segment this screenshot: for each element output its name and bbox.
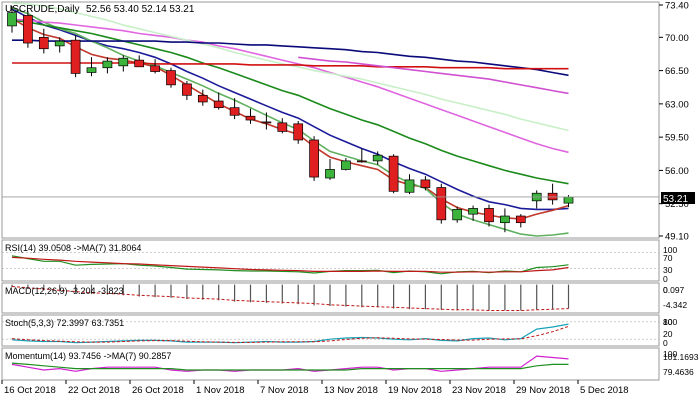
main-chart-frame <box>1 1 660 239</box>
x-tick-label: 19 Nov 2018 <box>388 385 442 396</box>
stoch-line <box>11 325 569 343</box>
candle-body <box>484 208 494 223</box>
x-tick-label: 29 Nov 2018 <box>516 385 570 396</box>
x-tick-label: 22 Oct 2018 <box>68 385 120 396</box>
candle-body <box>468 208 478 215</box>
candle-body <box>7 12 17 27</box>
y-tick-label: 52.50 <box>665 199 689 210</box>
candle-body <box>166 70 176 86</box>
candle-body <box>102 60 113 69</box>
panel-tick-label: 80 <box>663 317 673 327</box>
y-tick-label: 49.10 <box>665 232 689 243</box>
candle-body <box>86 67 97 73</box>
current-price-box <box>661 192 695 204</box>
candle-body <box>197 94 208 103</box>
moving-averages <box>11 2 569 237</box>
y-tick-label: 70.00 <box>665 33 689 44</box>
candle-body <box>372 154 383 162</box>
indicators: 100703000.0970-4.34210080200100101.16937… <box>2 245 699 377</box>
momentum-panel-frame <box>1 347 660 381</box>
candle-body <box>404 179 415 193</box>
panel-tick-label: 20 <box>663 329 673 339</box>
y-tick-label: 63.00 <box>665 99 689 110</box>
candle-body <box>388 155 399 192</box>
x-tick-label: 16 Oct 2018 <box>4 385 56 396</box>
candle-body <box>118 57 129 67</box>
moving-average-line <box>11 19 569 185</box>
candle-body <box>500 215 510 224</box>
candle-body <box>436 187 447 221</box>
rsi-line <box>11 256 569 273</box>
candle-body <box>245 115 256 121</box>
candle-body <box>23 15 33 44</box>
candle-body <box>134 59 145 68</box>
candle-body <box>277 122 288 132</box>
stoch-label: Stoch(5,3,3) 72.3997 63.7351 <box>5 318 124 328</box>
candle-body <box>356 160 367 163</box>
panel-tick-label: 0.097 <box>663 285 685 295</box>
panel-tick-label: 101.1693 <box>663 352 699 362</box>
y-tick-label: 56.00 <box>665 166 689 177</box>
current-price-label: 53.21 <box>663 194 688 205</box>
candle-body <box>70 39 81 74</box>
candle-body <box>54 40 65 47</box>
x-tick-label: 1 Nov 2018 <box>196 385 245 396</box>
candle-body <box>341 160 351 170</box>
x-tick-label: 5 Dec 2018 <box>580 385 629 396</box>
macd-label: MACD(12,26,9) -3.204 -3.823 <box>5 286 124 296</box>
panel-tick-label: 30 <box>663 265 673 275</box>
panel-tick-label: 100 <box>663 245 677 255</box>
panel-tick-label: 79.4636 <box>663 367 694 377</box>
price-axis: 73.40 70.00 66.50 63.00 59.50 56.00 52.50 49.10 <box>2 1 689 243</box>
rsi-panel-frame <box>1 239 660 282</box>
candle-body <box>213 100 224 109</box>
x-tick-label: 13 Nov 2018 <box>324 385 378 396</box>
y-tick-label: 59.50 <box>665 133 689 144</box>
candle-body <box>182 83 192 96</box>
moving-average-line <box>11 18 569 154</box>
panel-tick-label: 0 <box>663 338 668 348</box>
moving-average-line <box>11 7 569 237</box>
chart-title: USCRUDE,Daily <box>5 4 79 15</box>
moving-average-line <box>12 39 569 77</box>
candle-body <box>420 179 431 188</box>
panel-tick-label: 100 <box>663 349 677 359</box>
y-tick-label: 73.40 <box>665 1 689 12</box>
panel-tick-label: 70 <box>663 253 673 263</box>
momentum-line <box>11 362 569 371</box>
x-tick-label: 26 Oct 2018 <box>132 385 184 396</box>
candle-body <box>38 36 49 50</box>
candle-body <box>325 169 335 179</box>
panel-tick-label: 100 <box>663 317 677 327</box>
moving-average-line <box>298 56 569 95</box>
candle-body <box>309 139 319 178</box>
y-tick-label: 66.50 <box>665 66 689 77</box>
momentum-label: Momentum(14) 93.7456 ->MA(7) 90.2857 <box>5 351 171 361</box>
candle-body <box>563 196 574 204</box>
candle-body <box>515 215 526 224</box>
panel-tick-label: 0 <box>663 274 668 284</box>
candle-body <box>150 65 160 72</box>
time-axis: 16 Oct 2018 22 Oct 2018 26 Oct 2018 1 Nov 2… <box>1 380 629 396</box>
ohlc-readout: 52.56 53.40 52.14 53.21 <box>86 4 195 15</box>
x-tick-label: 7 Nov 2018 <box>260 385 309 396</box>
candle-body <box>293 123 304 141</box>
panel-tick-label: -4.342 <box>663 300 687 310</box>
rsi-label: RSI(14) 39.0508 ->MA(7) 31.8064 <box>5 243 141 253</box>
candle-body <box>452 209 463 221</box>
panel-tick-label: 0 <box>663 285 668 295</box>
x-tick-label: 23 Nov 2018 <box>452 385 506 396</box>
candle-body <box>261 121 272 124</box>
candle-body <box>229 107 240 116</box>
